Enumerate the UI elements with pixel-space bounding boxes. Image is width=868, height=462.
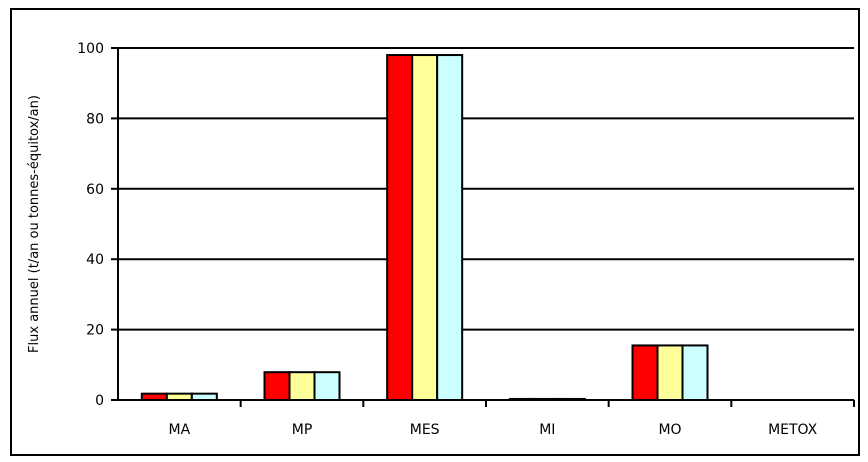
y-axis-title: Flux annuel (t/an ou tonnes-équitox/an) [27,95,42,353]
x-tick-label-mo: MO [658,422,681,438]
y-tick-label-60: 60 [86,182,104,198]
bar-mo-1 [631,344,659,402]
bars [140,54,709,402]
bar-mp-3 [313,371,341,401]
y-tick-label-40: 40 [86,252,104,268]
x-tick-label-metox: METOX [768,422,818,438]
bar-mp-2 [288,371,316,401]
y-tick-label-0: 0 [95,393,104,409]
y-tick-label-80: 80 [86,111,104,127]
bar-mo-3 [681,344,709,402]
y-tick-label-20: 20 [86,323,104,339]
bar-mes-1 [386,54,414,401]
axes [111,47,855,407]
x-tick-label-mi: MI [539,422,555,438]
x-tick-label-mp: MP [292,422,313,438]
bar-mp-1 [263,371,291,401]
x-tick-label-mes: MES [410,422,440,438]
bar-mes-2 [411,54,439,401]
y-tick-labels: 0 20 40 60 80 100 [77,41,104,409]
gridlines [118,47,854,331]
bar-mo-2 [656,344,684,402]
x-tick-label-ma: MA [169,422,191,438]
x-tick-labels: MA MP MES MI MO METOX [169,422,818,438]
bar-mes-3 [436,54,464,401]
y-tick-label-100: 100 [77,41,104,57]
